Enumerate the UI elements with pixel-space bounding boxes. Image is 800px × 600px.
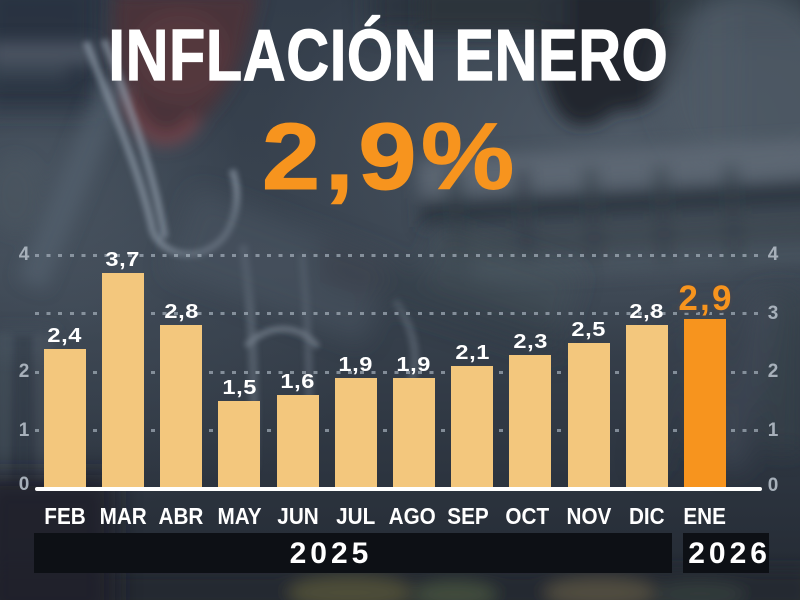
svg-text:2,9: 2,9 xyxy=(678,279,733,318)
